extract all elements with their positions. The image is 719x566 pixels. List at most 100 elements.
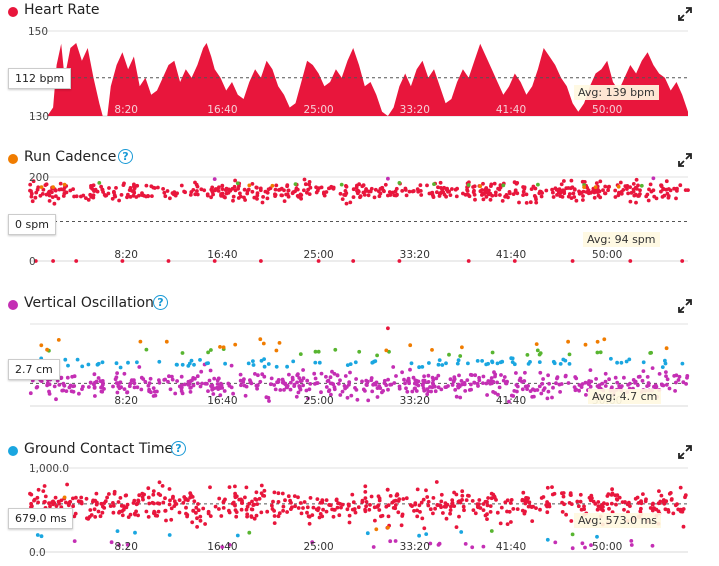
data-point: [122, 387, 127, 391]
data-point: [363, 496, 368, 500]
data-point: [61, 388, 66, 393]
data-point: [427, 191, 432, 196]
expand-icon[interactable]: [678, 152, 692, 167]
data-point: [425, 387, 430, 392]
data-point: [386, 377, 390, 382]
data-point: [343, 374, 348, 378]
data-point: [540, 381, 545, 386]
data-point: [208, 514, 213, 518]
data-point: [511, 507, 516, 511]
data-point: [613, 195, 618, 199]
data-point: [64, 500, 68, 505]
data-point: [652, 384, 656, 389]
help-icon[interactable]: ?: [153, 295, 168, 310]
data-point: [186, 382, 191, 387]
data-point: [684, 382, 688, 386]
data-point: [100, 510, 105, 515]
data-point: [126, 192, 130, 197]
data-point: [91, 195, 96, 200]
data-point: [645, 384, 649, 388]
data-point: [371, 382, 375, 387]
data-point: [34, 385, 39, 390]
data-point: [641, 492, 645, 496]
data-point: [550, 187, 554, 192]
data-point: [296, 506, 301, 510]
data-point: [204, 361, 209, 366]
data-point: [633, 381, 637, 385]
data-point: [365, 383, 369, 387]
data-point: [118, 365, 123, 370]
data-point: [419, 193, 424, 197]
data-point: [550, 485, 554, 489]
data-point: [488, 510, 493, 514]
data-point: [555, 375, 560, 380]
data-point: [636, 375, 641, 379]
data-point: [191, 509, 196, 513]
data-point: [205, 381, 209, 386]
data-point: [62, 495, 67, 500]
data-point: [558, 362, 563, 366]
data-point: [397, 181, 402, 185]
data-point: [99, 184, 103, 189]
expand-icon[interactable]: [678, 6, 692, 21]
data-point: [605, 502, 610, 506]
data-point: [350, 492, 355, 497]
run-cadence-chart[interactable]: 8:20 16:40 25:00 33:20 41:40 50:00 200 0: [0, 148, 719, 268]
expand-icon[interactable]: [678, 444, 692, 459]
help-icon[interactable]: ?: [171, 441, 186, 456]
data-point: [592, 195, 597, 200]
expand-icon[interactable]: [678, 298, 692, 313]
data-point: [66, 363, 70, 368]
data-point: [626, 383, 630, 387]
data-point: [568, 491, 573, 496]
data-point: [351, 259, 356, 263]
data-point: [531, 504, 535, 509]
data-point: [353, 360, 358, 365]
data-point: [266, 187, 271, 192]
data-point: [624, 359, 629, 364]
data-point: [297, 376, 302, 380]
data-point: [338, 502, 343, 506]
data-point: [156, 509, 161, 514]
data-point: [417, 533, 421, 538]
data-point: [324, 374, 328, 379]
heart-rate-chart[interactable]: 150 8:20 16:40 25:00 33:20 41:40 50:00 130: [0, 0, 719, 123]
data-point: [473, 373, 478, 378]
data-point: [206, 389, 210, 393]
data-point: [616, 184, 621, 189]
data-point: [62, 182, 67, 187]
data-point: [633, 185, 638, 190]
data-point: [292, 382, 297, 387]
ground-contact-time-chart[interactable]: 8:20 16:40 25:00 33:20 41:40 50:00 1,000.0 0.0: [0, 440, 719, 562]
data-point: [351, 195, 356, 199]
data-point: [659, 184, 664, 189]
data-point: [44, 192, 49, 197]
data-point: [193, 180, 197, 185]
data-point: [462, 508, 466, 513]
data-point: [484, 362, 489, 367]
data-point: [268, 382, 273, 387]
data-point: [301, 376, 306, 381]
data-point: [94, 491, 99, 496]
data-point: [547, 502, 551, 506]
data-point: [509, 393, 514, 398]
data-point: [386, 525, 390, 530]
data-point: [208, 485, 212, 490]
data-point: [212, 177, 217, 181]
data-point: [555, 193, 559, 197]
data-point: [117, 510, 121, 515]
data-point: [208, 368, 213, 373]
data-point: [162, 190, 167, 195]
data-point: [314, 507, 319, 512]
data-point: [290, 191, 295, 196]
data-point: [399, 523, 404, 528]
data-point: [486, 496, 490, 500]
data-point: [444, 385, 449, 389]
data-point: [373, 518, 377, 523]
data-point: [179, 374, 184, 379]
help-icon[interactable]: ?: [118, 149, 133, 164]
data-point: [660, 365, 665, 369]
data-point: [396, 510, 401, 515]
data-point: [54, 504, 59, 508]
